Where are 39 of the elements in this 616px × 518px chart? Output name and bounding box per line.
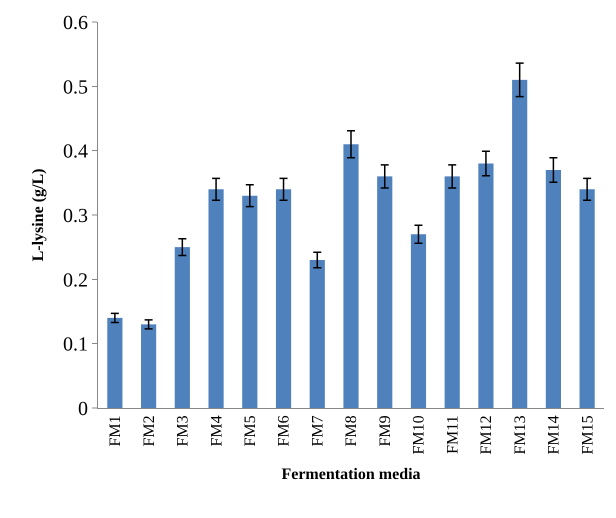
x-tick-label: FM13 (512, 415, 529, 455)
bar (478, 164, 494, 408)
bar (276, 189, 292, 408)
x-tick-label: FM11 (444, 415, 462, 454)
x-tick-label: FM14 (546, 415, 563, 455)
x-tick-label: FM5 (242, 415, 259, 447)
bar (242, 196, 258, 408)
x-tick-label: FM4 (208, 415, 226, 447)
x-axis-title: Fermentation media (281, 466, 421, 484)
y-tick-label: 0.5 (63, 76, 88, 98)
bar (343, 144, 359, 408)
x-tick-label: FM2 (140, 415, 158, 447)
y-tick-label: 0.2 (63, 269, 88, 292)
y-axis-title: L-lysine (g/L) (30, 168, 47, 262)
x-tick-label: FM10 (410, 415, 428, 455)
bar (512, 80, 528, 408)
bar (580, 189, 595, 408)
x-tick-label: FM6 (276, 415, 293, 447)
bar (377, 176, 392, 408)
bar (174, 247, 190, 408)
bar (546, 170, 561, 408)
x-tick-label: FM3 (174, 415, 192, 447)
bar (107, 318, 122, 408)
bar (410, 234, 426, 408)
bar (141, 324, 156, 408)
x-tick-label: FM8 (343, 415, 360, 447)
y-tick-label: 0.3 (63, 205, 88, 227)
y-tick-label: 0.1 (63, 334, 88, 356)
x-tick-label: FM7 (309, 415, 326, 447)
bar (310, 260, 325, 408)
y-tick-label: 0.6 (63, 12, 88, 34)
x-tick-label: FM12 (478, 415, 496, 455)
bar (208, 189, 224, 408)
y-tick-label: 0.4 (63, 140, 88, 163)
x-tick-label: FM9 (376, 415, 394, 447)
x-tick-label: FM15 (579, 415, 596, 455)
x-tick-label: FM1 (107, 415, 124, 447)
bar (444, 176, 460, 408)
y-tick-label: 0 (78, 398, 88, 420)
